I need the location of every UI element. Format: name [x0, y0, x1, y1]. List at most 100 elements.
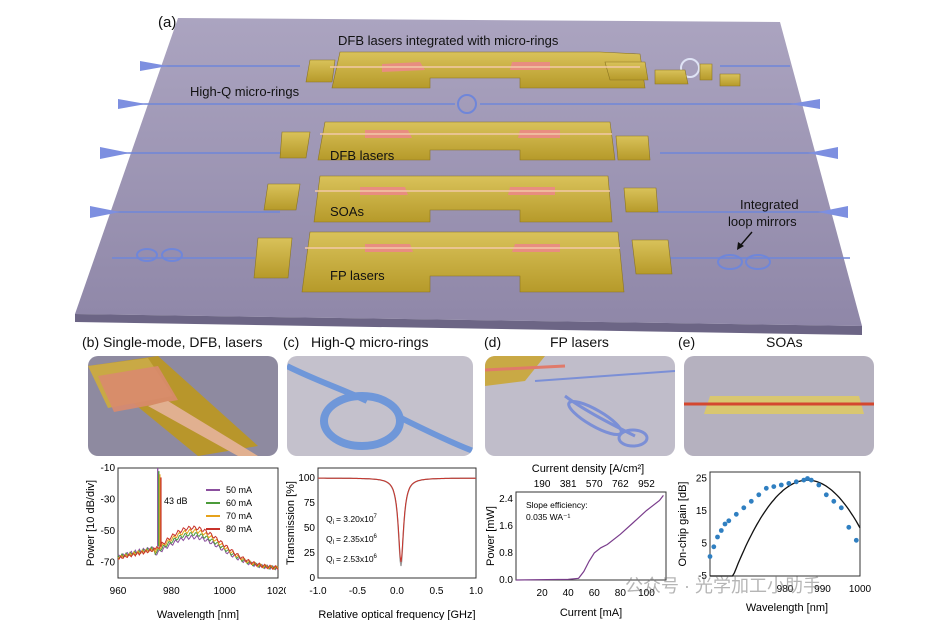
chart-e-point [707, 554, 713, 559]
chart-d-ylabel: Power [mW] [485, 506, 497, 566]
chart-d: Current density [A/cm²] 190 381 570 762 952 … [485, 463, 667, 619]
chart-d-xtick: 100 [638, 588, 655, 599]
chart-e-xtick: 980 [777, 584, 794, 595]
loop-mirror-icon [717, 254, 743, 270]
chart-e-point [786, 481, 792, 486]
chart-d-xtick: 40 [563, 588, 575, 599]
chart-d-top-tick: 762 [612, 479, 629, 490]
chart-d-line [515, 495, 664, 581]
chart-b-ylabel: Power [10 dB/div] [85, 480, 97, 566]
chart-c-xtick: -1.0 [309, 586, 327, 597]
chart-b-annotation: 43 dB [164, 496, 188, 506]
panel-e-letter: (e) [678, 334, 696, 350]
label-high-q: High-Q micro-rings [190, 84, 300, 99]
label-dfb-rings: DFB lasers integrated with micro-rings [338, 33, 559, 48]
watermark: 公众号 · 光学加工小助手 [625, 576, 821, 596]
chart-c: -1.0 -0.5 0.0 0.5 1.0 100 75 50 25 0 Qi = 3.20x107… [285, 467, 483, 620]
chart-e-point [733, 511, 739, 517]
chart-b-legend-label: 80 mA [226, 524, 252, 534]
panel-c-image [287, 356, 473, 456]
arrow-head-icon [737, 242, 744, 250]
chart-e-ytick: 15 [696, 506, 708, 517]
chart-e-point [748, 498, 754, 504]
panel-c-letter: (c) [283, 334, 300, 350]
chart-b-ytick: -70 [101, 557, 116, 568]
chart-e-xlabel: Wavelength [nm] [746, 602, 828, 614]
chart-e-point [805, 476, 810, 481]
chart-e-point [853, 537, 859, 543]
chart-b-ytick: -10 [101, 464, 116, 474]
chart-e-point [741, 505, 747, 511]
chart-e-point [838, 505, 844, 511]
chart-e-point [711, 544, 717, 550]
chart-d-ytick: 0.0 [499, 575, 513, 586]
chart-b-xlabel: Wavelength [nm] [157, 609, 239, 620]
chart-e-point [793, 479, 799, 485]
chart-d-annotation-1: Slope efficiency: [526, 500, 588, 510]
chart-b-legend-label: 50 mA [226, 485, 252, 495]
chart-e-point [756, 492, 762, 498]
panel-d-letter: (d) [484, 334, 502, 350]
panel-e-title: SOAs [766, 334, 803, 350]
label-dfb: DFB lasers [330, 148, 395, 163]
label-loop2: loop mirrors [728, 214, 797, 229]
chart-d-xtick: 60 [589, 588, 601, 599]
chart-d-top-tick: 190 [534, 479, 551, 490]
chart-c-ytick: 25 [304, 548, 316, 559]
chart-e-point [771, 484, 777, 489]
panel-b-image [88, 356, 278, 456]
chart-e-point [778, 482, 784, 488]
chart-d-xtick: 80 [615, 588, 627, 599]
chart-d-xtick: 20 [537, 588, 549, 599]
chart-c-ytick: 100 [298, 473, 315, 484]
chart-b-series [117, 468, 279, 571]
chart-c-fit-line [318, 477, 477, 563]
chart-e-ytick: 5 [701, 539, 707, 550]
chart-c-xtick: 1.0 [469, 586, 483, 597]
chart-e-point [726, 518, 732, 524]
chart-e: 980 990 1000 25 15 5 -5 Wavelength [nm] On-chi… [677, 471, 872, 614]
panel-e-image [684, 356, 874, 456]
chart-b-line [117, 525, 279, 571]
ridge-lines [305, 66, 640, 249]
loop-mirror-icon [161, 248, 183, 262]
chart-d-ytick: 0.8 [499, 548, 513, 559]
chart-b-legend-label: 70 mA [226, 511, 252, 521]
label-loop1: Integrated [740, 197, 799, 212]
chart-e-point [715, 534, 720, 540]
chart-b-ytick: -50 [101, 526, 116, 537]
chart-c-q1: Qi = 3.20x107 [326, 514, 378, 526]
chart-c-xtick: 0.5 [430, 586, 444, 597]
loop-mirror-icon [136, 248, 158, 262]
chart-d-top-tick: 570 [586, 479, 603, 490]
chart-c-xtick: 0.0 [390, 586, 404, 597]
chart-e-point [808, 477, 814, 483]
chart-b: 960 980 1000 1020 -10 -30 -50 -70 43 dB 50 mA 60… [85, 464, 286, 620]
chart-d-ytick: 1.6 [499, 521, 513, 532]
chart-d-ytick: 2.4 [499, 494, 513, 505]
label-soas: SOAs [330, 204, 364, 219]
chart-c-q2: Ql = 2.35x106 [326, 534, 378, 546]
panel-c-title: High-Q micro-rings [311, 334, 429, 350]
panel-b-title: (b) Single-mode, DFB, lasers [82, 334, 263, 350]
chart-b-xtick: 1020 [267, 586, 286, 597]
chart-e-xtick: 990 [814, 584, 831, 595]
chart-b-frame [117, 467, 279, 579]
chart-e-fit [710, 479, 861, 577]
chart-d-top-tick: 952 [638, 479, 655, 490]
chart-e-point [831, 498, 837, 504]
microring-icon [457, 94, 477, 114]
chart-c-frame [317, 467, 477, 579]
chart-e-point [823, 492, 829, 498]
panel-d-title: FP lasers [550, 334, 609, 350]
chart-d-frame [515, 491, 667, 581]
chart-e-point [718, 528, 724, 533]
chart-d-xlabel: Current [mA] [560, 607, 622, 619]
chart-c-q3: Ql = 2.53x106 [326, 554, 378, 566]
chart-c-ylabel: Transmission [%] [285, 481, 297, 565]
chart-c-ytick: 0 [309, 573, 315, 584]
chart-c-ytick: 50 [304, 523, 316, 534]
chart-e-frame [709, 471, 861, 577]
chart-e-point [763, 485, 769, 491]
chart-e-ylabel: On-chip gain [dB] [677, 482, 689, 567]
